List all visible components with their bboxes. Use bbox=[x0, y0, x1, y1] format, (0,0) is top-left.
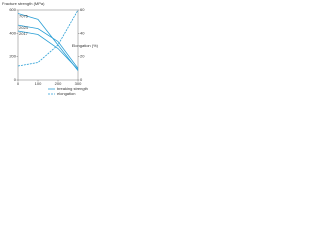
series-line bbox=[17, 9, 79, 67]
x-tick-label: 100 bbox=[35, 81, 42, 86]
series-line bbox=[17, 30, 79, 70]
y-tick-label: 0 bbox=[14, 77, 17, 82]
series-line bbox=[17, 24, 79, 69]
y-tick-label: 600 bbox=[9, 7, 16, 12]
y2-tick-label: 40 bbox=[80, 30, 85, 35]
series-label: 7075 bbox=[19, 14, 29, 19]
chart: Fracture strength (MPa) Elongation (%) 0… bbox=[2, 1, 99, 96]
x-tick-label: 200 bbox=[55, 81, 62, 86]
y2-tick-label: 0 bbox=[80, 77, 83, 82]
series-label: 2017 bbox=[19, 31, 29, 36]
y2-tick-label: 20 bbox=[80, 54, 85, 59]
y2-axis-label: Elongation (%) bbox=[72, 43, 99, 48]
y-tick-label: 400 bbox=[9, 30, 16, 35]
y-tick-label: 200 bbox=[9, 54, 16, 59]
legend-label: breaking strength bbox=[57, 86, 88, 91]
x-tick-label: 0 bbox=[17, 81, 20, 86]
series-line bbox=[17, 13, 79, 71]
y-axis-label: Fracture strength (MPa) bbox=[2, 1, 45, 6]
plot-frame bbox=[17, 9, 79, 81]
legend-label: elongation bbox=[57, 91, 75, 96]
x-tick-label: 300 bbox=[75, 81, 82, 86]
series-label: 2024 bbox=[19, 25, 29, 30]
y2-tick-label: 60 bbox=[80, 7, 85, 12]
